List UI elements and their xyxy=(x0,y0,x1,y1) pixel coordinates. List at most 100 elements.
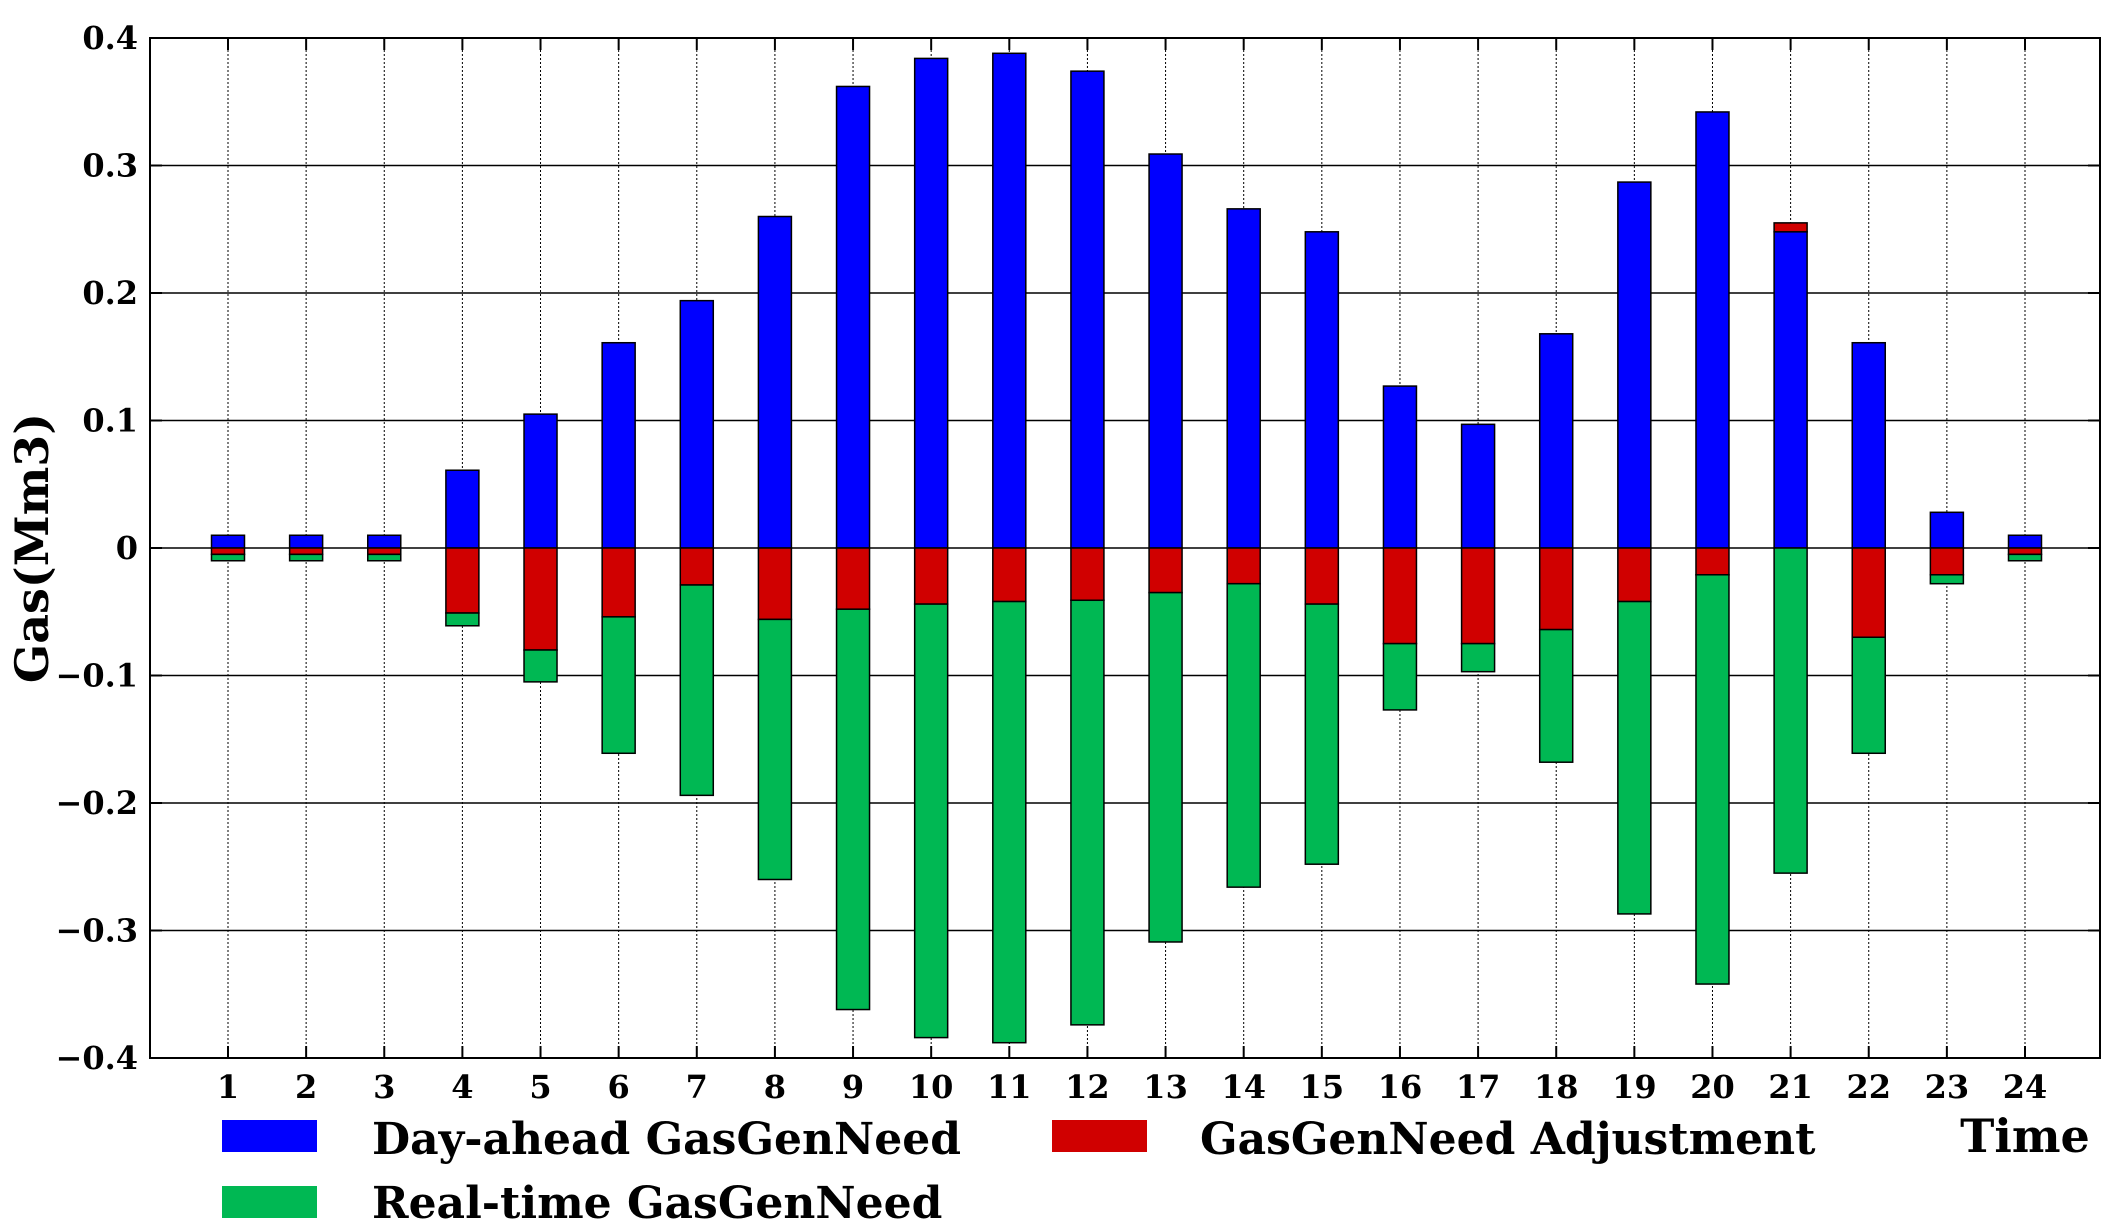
bar-day-ahead-gasgenneed-t19 xyxy=(1617,181,1652,549)
bar-real-time-gasgenneed-t4 xyxy=(445,612,480,627)
bar-gasgenneed-adjustment-t7 xyxy=(679,547,715,586)
x-axis-title: Time xyxy=(1960,1109,2090,1163)
x-tick-label: 5 xyxy=(529,1068,551,1106)
legend-label-adjustment: GasGenNeed Adjustment xyxy=(1200,1114,1816,1165)
x-tick-label: 10 xyxy=(909,1068,954,1106)
bar-gasgenneed-adjustment-t3 xyxy=(367,547,402,556)
bar-day-ahead-gasgenneed-t8 xyxy=(757,215,793,549)
bar-gasgenneed-adjustment-t23 xyxy=(1929,547,1965,576)
x-tick-label: 23 xyxy=(1925,1068,1970,1106)
bar-layer xyxy=(210,52,2043,1044)
bar-day-ahead-gasgenneed-t10 xyxy=(913,57,949,549)
bar-gasgenneed-adjustment-t24 xyxy=(2007,547,2043,556)
x-tick-label: 4 xyxy=(451,1068,473,1106)
bar-gasgenneed-adjustment-t10 xyxy=(913,547,949,605)
bar-real-time-gasgenneed-t9 xyxy=(835,608,871,1011)
bar-day-ahead-gasgenneed-t9 xyxy=(835,85,871,549)
bar-day-ahead-gasgenneed-t1 xyxy=(210,534,246,549)
bar-real-time-gasgenneed-t22 xyxy=(1851,636,1886,755)
y-axis-title: Gas(Mm3) xyxy=(5,413,59,683)
bar-gasgenneed-adjustment-t1 xyxy=(210,547,246,556)
bar-real-time-gasgenneed-t10 xyxy=(913,603,949,1039)
legend-swatch-adjustment xyxy=(1052,1120,1147,1152)
x-tick-label: 7 xyxy=(686,1068,708,1106)
x-tick-label: 2 xyxy=(295,1068,317,1106)
x-tick-label: 14 xyxy=(1221,1068,1266,1106)
bar-day-ahead-gasgenneed-t4 xyxy=(445,469,480,549)
bar-real-time-gasgenneed-t24 xyxy=(2007,553,2043,562)
bar-gasgenneed-adjustment-t5 xyxy=(523,547,558,651)
y-tick-label: −0.3 xyxy=(56,912,138,950)
x-tick-label: 11 xyxy=(987,1068,1032,1106)
bar-gasgenneed-adjustment-t8 xyxy=(757,547,793,621)
bar-real-time-gasgenneed-t6 xyxy=(601,616,636,755)
bar-real-time-gasgenneed-t13 xyxy=(1148,591,1183,943)
legend-swatch-real-time xyxy=(222,1186,317,1218)
bar-real-time-gasgenneed-t5 xyxy=(523,649,558,683)
bar-day-ahead-gasgenneed-t2 xyxy=(288,534,324,549)
x-tick-label: 19 xyxy=(1612,1068,1657,1106)
legend-label-real-time: Real-time GasGenNeed xyxy=(372,1178,942,1225)
x-tick-label: 13 xyxy=(1143,1068,1188,1106)
bar-gasgenneed-adjustment-t19 xyxy=(1617,547,1652,603)
bar-gasgenneed-adjustment-t18 xyxy=(1538,547,1574,631)
bar-real-time-gasgenneed-t16 xyxy=(1382,642,1418,711)
x-tick-label: 15 xyxy=(1300,1068,1345,1106)
y-tick-label: 0.2 xyxy=(82,274,138,312)
bar-real-time-gasgenneed-t18 xyxy=(1538,628,1574,763)
bar-day-ahead-gasgenneed-t16 xyxy=(1382,385,1418,549)
bar-day-ahead-gasgenneed-t24 xyxy=(2007,534,2043,549)
x-tick-label: 8 xyxy=(764,1068,786,1106)
x-tick-label: 21 xyxy=(1768,1068,1813,1106)
bar-day-ahead-gasgenneed-t6 xyxy=(601,341,636,549)
bar-day-ahead-gasgenneed-t21 xyxy=(1773,231,1808,549)
bar-real-time-gasgenneed-t2 xyxy=(288,553,324,562)
legend-label-day-ahead: Day-ahead GasGenNeed xyxy=(372,1114,961,1165)
bar-gasgenneed-adjustment-t4 xyxy=(445,547,480,614)
y-tick-label: 0.1 xyxy=(82,402,138,440)
bar-gasgenneed-adjustment-t15 xyxy=(1304,547,1340,605)
bar-gasgenneed-adjustment-t21 xyxy=(1773,222,1808,233)
bar-day-ahead-gasgenneed-t20 xyxy=(1695,111,1730,549)
x-tick-label: 18 xyxy=(1534,1068,1579,1106)
bar-gasgenneed-adjustment-t2 xyxy=(288,547,324,556)
bar-gasgenneed-adjustment-t22 xyxy=(1851,547,1886,638)
bar-real-time-gasgenneed-t20 xyxy=(1695,574,1730,985)
tick-layer: 0.40.30.20.10−0.1−0.2−0.3−0.41 2 3 4 5 6 7 8 9 10… xyxy=(56,19,2100,1106)
x-tick-label: 20 xyxy=(1690,1068,1735,1106)
bar-day-ahead-gasgenneed-t18 xyxy=(1538,333,1574,549)
bar-day-ahead-gasgenneed-t12 xyxy=(1070,70,1105,549)
bar-gasgenneed-adjustment-t9 xyxy=(835,547,871,610)
y-tick-label: 0.4 xyxy=(82,19,138,57)
bar-gasgenneed-adjustment-t6 xyxy=(601,547,636,618)
y-tick-label: −0.1 xyxy=(56,657,138,695)
bar-real-time-gasgenneed-t12 xyxy=(1070,599,1105,1026)
y-tick-label: −0.2 xyxy=(56,784,138,822)
bar-real-time-gasgenneed-t23 xyxy=(1929,574,1965,585)
bar-real-time-gasgenneed-t11 xyxy=(992,600,1027,1044)
x-tick-label: 16 xyxy=(1378,1068,1423,1106)
bar-day-ahead-gasgenneed-t13 xyxy=(1148,153,1183,549)
x-tick-label: 9 xyxy=(842,1068,864,1106)
y-tick-label: 0 xyxy=(116,529,138,567)
bar-day-ahead-gasgenneed-t14 xyxy=(1226,208,1261,549)
bar-day-ahead-gasgenneed-t17 xyxy=(1460,423,1496,549)
bar-day-ahead-gasgenneed-t11 xyxy=(992,52,1027,549)
bar-real-time-gasgenneed-t19 xyxy=(1617,600,1652,915)
x-tick-label: 22 xyxy=(1846,1068,1891,1106)
bar-real-time-gasgenneed-t7 xyxy=(679,584,715,797)
bar-real-time-gasgenneed-t8 xyxy=(757,618,793,881)
bar-real-time-gasgenneed-t21 xyxy=(1773,547,1808,874)
legend: Day-ahead GasGenNeed GasGenNeed Adjustme… xyxy=(222,1114,1816,1229)
bar-gasgenneed-adjustment-t20 xyxy=(1695,547,1730,576)
x-tick-label: 3 xyxy=(373,1068,395,1106)
y-tick-label: −0.4 xyxy=(56,1039,138,1077)
bar-day-ahead-gasgenneed-t22 xyxy=(1851,341,1886,549)
bar-gasgenneed-adjustment-t13 xyxy=(1148,547,1183,594)
bar-real-time-gasgenneed-t17 xyxy=(1460,642,1496,673)
bar-gasgenneed-adjustment-t16 xyxy=(1382,547,1418,645)
bar-day-ahead-gasgenneed-t23 xyxy=(1929,511,1965,549)
bar-real-time-gasgenneed-t1 xyxy=(210,553,246,562)
bar-day-ahead-gasgenneed-t15 xyxy=(1304,231,1340,549)
